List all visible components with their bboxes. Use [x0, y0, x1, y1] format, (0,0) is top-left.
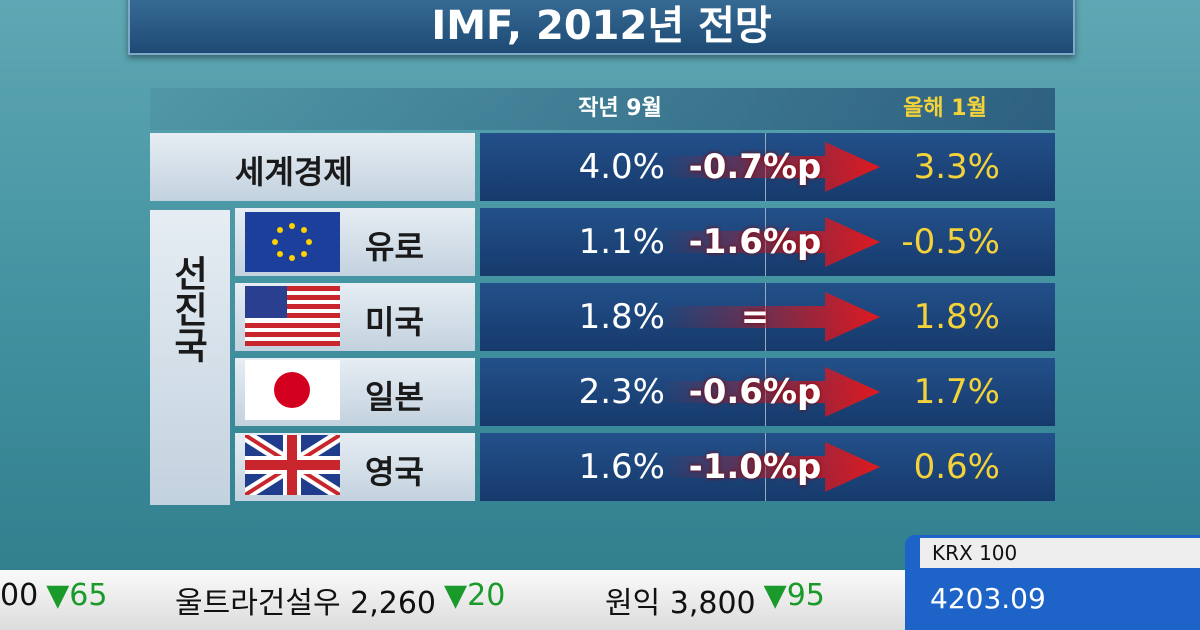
before-value: 4.0%: [578, 147, 665, 187]
arrow: [660, 142, 880, 192]
ticker-change: ▼20: [444, 578, 506, 613]
index-value: 4203.09: [930, 582, 1046, 615]
after-value: 1.8%: [913, 297, 1000, 337]
after-value: 1.7%: [913, 372, 1000, 412]
label-cell: [150, 133, 475, 201]
ticker-name: 원익 3,800: [605, 586, 756, 621]
before-value: 2.3%: [578, 372, 665, 412]
ticker-change: ▼65: [46, 578, 108, 613]
after-value: -0.5%: [901, 222, 1000, 262]
index-name: KRX 100: [920, 538, 1200, 568]
ticker-change: ▼95: [763, 578, 825, 613]
change-value: -1.6%p: [688, 222, 822, 262]
row-label: 세계경제: [235, 153, 353, 191]
after-value: 3.3%: [913, 147, 1000, 187]
row-label: 미국: [365, 303, 424, 341]
arrow: [660, 217, 880, 267]
title: IMF, 2012년 전망: [128, 0, 1075, 55]
before-value: 1.1%: [578, 222, 665, 262]
after-value: 0.6%: [913, 447, 1000, 487]
column-header: 작년 9월: [578, 96, 662, 121]
change-value: =: [740, 297, 770, 337]
row-label: 일본: [365, 378, 424, 416]
before-value: 1.8%: [578, 297, 665, 337]
japan-flag: [245, 360, 340, 420]
eu-flag: [245, 212, 340, 272]
uk-flag: [245, 435, 340, 495]
us-flag: [245, 286, 340, 346]
change-value: -0.7%p: [688, 147, 822, 187]
column-header: 올해 1월: [903, 96, 987, 121]
group-label: 선진국: [167, 255, 208, 363]
arrow: [660, 292, 880, 342]
before-value: 1.6%: [578, 447, 665, 487]
header-band: [150, 88, 1055, 130]
arrow: [660, 442, 880, 492]
change-value: -0.6%p: [688, 372, 822, 412]
ticker-name: 00: [0, 578, 39, 613]
group-cell: [150, 210, 230, 505]
row-label: 유로: [365, 228, 424, 266]
ticker-name: 울트라건설우 2,260: [175, 586, 437, 621]
arrow: [660, 367, 880, 417]
row-label: 영국: [365, 453, 424, 491]
change-value: -1.0%p: [688, 447, 822, 487]
